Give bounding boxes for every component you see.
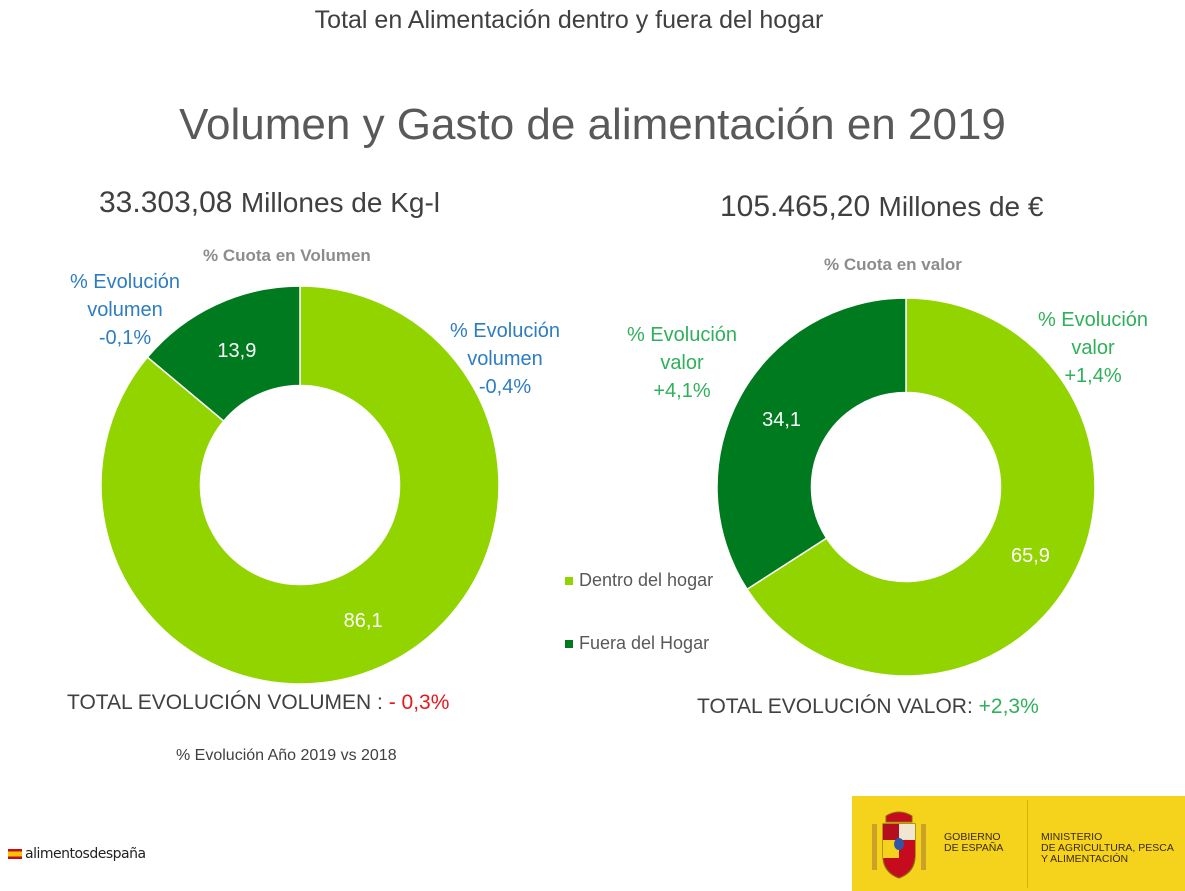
- right-evo-dentro-line1: % Evolución: [1037, 309, 1149, 331]
- coat-of-arms-icon: [872, 811, 926, 879]
- value-slice-dentro: [746, 297, 1096, 677]
- value-label-dentro: 65,9: [1011, 545, 1050, 567]
- legend-swatch-dentro: [565, 576, 573, 585]
- right-evo-fuera-line2: valor: [660, 352, 704, 374]
- right-total-number: 105.465,20: [720, 190, 871, 223]
- right-evo-fuera: % Evolución valor +4,1%: [612, 321, 752, 405]
- left-evo-fuera-line1: % Evolución: [69, 271, 181, 293]
- right-total-evolution-value: +2,3%: [978, 695, 1039, 718]
- right-cuota-label: % Cuota en valor: [824, 255, 962, 274]
- left-total-evolution-value: - 0,3%: [388, 691, 450, 714]
- right-evo-fuera-line3: +4,1%: [653, 380, 711, 402]
- left-evo-dentro: % Evolución volumen -0,4%: [435, 317, 575, 401]
- right-evo-dentro-line2: valor: [1071, 337, 1115, 359]
- left-evo-dentro-line2: volumen: [467, 348, 543, 370]
- header-title: Total en Alimentación dentro y fuera del…: [314, 6, 824, 34]
- volume-label-dentro: 86,1: [344, 610, 383, 632]
- left-evo-dentro-line1: % Evolución: [449, 320, 561, 342]
- gov-line2: DE ESPAÑA: [944, 842, 1004, 854]
- value-label-fuera: 34,1: [762, 409, 801, 431]
- ministry-line3: Y ALIMENTACIÓN: [1041, 853, 1129, 865]
- right-total-evolution-label: TOTAL EVOLUCIÓN VALOR:: [697, 695, 973, 718]
- left-total-number: 33.303,08: [99, 186, 233, 219]
- right-evo-dentro-line3: +1,4%: [1064, 365, 1122, 387]
- left-evo-fuera-line2: volumen: [87, 299, 163, 321]
- gov-line1: GOBIERNO: [944, 831, 1001, 843]
- legend-item-dentro: Dentro del hogar: [565, 570, 713, 591]
- legend-label-fuera: Fuera del Hogar: [579, 633, 710, 653]
- left-total-unit: Millones de Kg-l: [240, 187, 441, 218]
- alimentos-de-espana-logo: alimentosdespaña: [8, 846, 146, 862]
- right-evo-dentro: % Evolución valor +1,4%: [1023, 306, 1163, 390]
- right-evo-fuera-line1: % Evolución: [626, 324, 738, 346]
- value-donut-chart: 65,9 34,1: [716, 297, 1096, 677]
- left-evo-dentro-line3: -0,4%: [478, 376, 532, 398]
- left-total-heading: 33.303,08 Millones de Kg-l: [99, 186, 440, 220]
- left-cuota-label: % Cuota en Volumen: [203, 246, 371, 265]
- ministry-text: MINISTERIO DE AGRICULTURA, PESCA Y ALIME…: [1041, 832, 1174, 865]
- footnote: % Evolución Año 2019 vs 2018: [176, 747, 397, 764]
- legend-item-fuera: Fuera del Hogar: [565, 633, 709, 654]
- left-evo-fuera-line3: -0,1%: [98, 327, 152, 349]
- legend-swatch-fuera: [565, 639, 573, 648]
- right-total-evolution: TOTAL EVOLUCIÓN VALOR: +2,3%: [697, 695, 1039, 719]
- left-evo-fuera: % Evolución volumen -0,1%: [55, 268, 195, 352]
- volume-donut-chart: 86,1 13,9: [100, 285, 500, 685]
- brand-logo-text: alimentosdespaña: [25, 846, 146, 862]
- left-total-evolution: TOTAL EVOLUCIÓN VOLUMEN : - 0,3%: [67, 691, 449, 715]
- right-total-unit: Millones de €: [878, 191, 1044, 222]
- ministry-line1: MINISTERIO: [1041, 831, 1103, 843]
- right-total-heading: 105.465,20 Millones de €: [720, 190, 1043, 224]
- gov-espana-text: GOBIERNO DE ESPAÑA: [944, 832, 1003, 854]
- gov-divider: [1027, 800, 1028, 888]
- ministry-line2: DE AGRICULTURA, PESCA: [1041, 842, 1174, 854]
- spain-flag-icon: [8, 849, 22, 859]
- legend-label-dentro: Dentro del hogar: [579, 570, 714, 590]
- page-title: Volumen y Gasto de alimentación en 2019: [179, 100, 1006, 149]
- volume-slice-fuera: [146, 285, 301, 423]
- volume-label-fuera: 13,9: [217, 340, 256, 362]
- value-slice-fuera: [716, 297, 907, 591]
- left-total-evolution-label: TOTAL EVOLUCIÓN VOLUMEN :: [67, 691, 383, 714]
- volume-slice-dentro: [100, 285, 500, 685]
